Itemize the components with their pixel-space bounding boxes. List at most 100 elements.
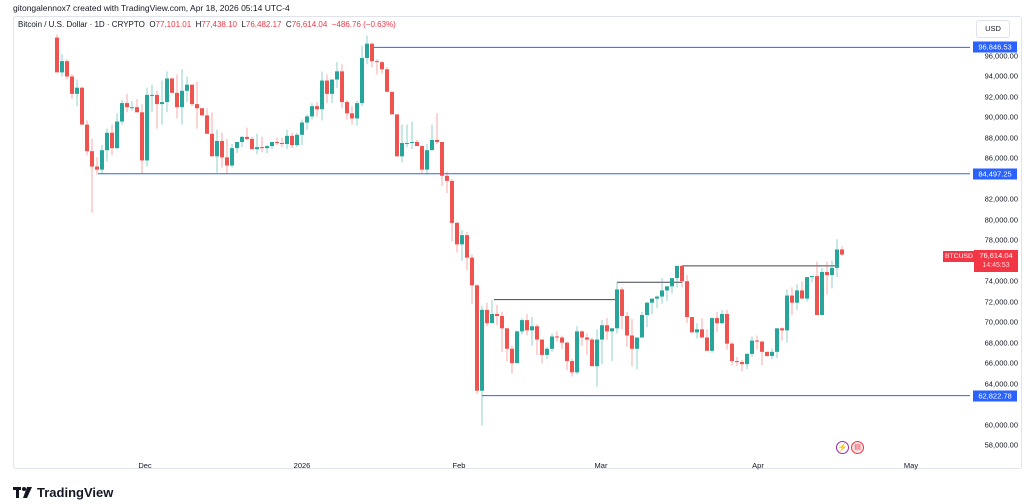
candle [335,71,339,80]
candle [575,331,579,373]
candle [525,320,529,331]
candle [835,249,839,268]
candle [665,286,669,291]
candle [500,316,504,329]
candle [85,124,89,152]
currency-button[interactable]: USD [976,20,1010,38]
candle [95,166,99,170]
candle [370,43,374,62]
candle [600,325,604,340]
candle [810,276,814,278]
lightning-icon[interactable]: ⚡ [836,441,849,454]
candle [260,147,264,149]
close-value: 76,614.04 [291,20,328,29]
candle [405,143,409,145]
candle [580,331,584,338]
price-tick: 92,000.00 [984,92,1018,102]
candle [60,61,64,73]
candle [760,341,764,352]
price-tick: 88,000.00 [984,133,1018,143]
candle [310,106,314,117]
high-label: H [195,20,202,29]
price-tick: 78,000.00 [984,235,1018,245]
candle [510,348,514,364]
candle [200,108,204,116]
candle [295,134,299,146]
candle [240,136,244,142]
candle [450,180,454,223]
candle [795,290,799,303]
price-tick: 58,000.00 [984,440,1018,450]
candle [325,80,329,94]
candle [490,313,494,324]
candle [235,141,239,149]
candle [650,298,654,303]
candle [785,295,789,331]
candle [320,80,324,110]
candle [395,114,399,157]
candle [230,148,234,166]
time-tick: Apr [752,461,764,470]
candle [635,337,639,349]
candle [655,296,659,299]
candle [660,290,664,297]
candle [570,361,574,373]
us-flag-icon[interactable]: ▤ [851,441,864,454]
candle [465,235,469,258]
candle [455,222,459,245]
candle [720,313,724,324]
candle [530,326,534,331]
candle [250,138,254,150]
candle [365,43,369,59]
candle [475,285,479,391]
candle [270,141,274,147]
candle [145,94,149,161]
candle [360,58,364,104]
candle [630,335,634,349]
low-value: 76,482.17 [245,20,282,29]
price-tick: 64,000.00 [984,379,1018,389]
candle [390,91,394,115]
current-symbol-label: BTCUSD [943,251,975,262]
candle [385,69,389,92]
price-tick: 96,000.00 [984,51,1018,61]
tradingview-logo[interactable]: TradingView [13,485,113,500]
time-tick: Dec [138,461,152,470]
price-tick: 82,000.00 [984,194,1018,204]
brand-name: TradingView [37,485,114,500]
candle [115,121,119,149]
candle [180,90,184,108]
candle [70,76,74,94]
candle [185,84,189,91]
candle [790,295,794,303]
candle [605,325,609,332]
candle [710,318,714,351]
candle [75,87,79,94]
current-price-label: 76,614.04 14:45:53 [974,250,1018,272]
candle [210,133,214,157]
candle [495,313,499,317]
candle [585,337,589,340]
candle [120,103,124,122]
time-tick: Mar [594,461,608,470]
candle [435,139,439,142]
candle [440,141,444,176]
candle [305,116,309,123]
candle [355,103,359,119]
candle [615,289,619,329]
symbol-title[interactable]: Bitcoin / U.S. Dollar · 1D · CRYPTO [18,20,145,29]
candle [195,104,199,109]
candle [280,143,284,145]
current-price: 76,614.04 [979,251,1013,260]
candle [350,113,354,119]
candle [780,328,784,331]
candle [100,150,104,170]
candle [150,94,154,96]
candle [550,336,554,349]
candle [840,249,844,255]
candle [565,342,569,362]
candle [340,71,344,103]
candle [815,276,819,315]
candle [775,328,779,352]
